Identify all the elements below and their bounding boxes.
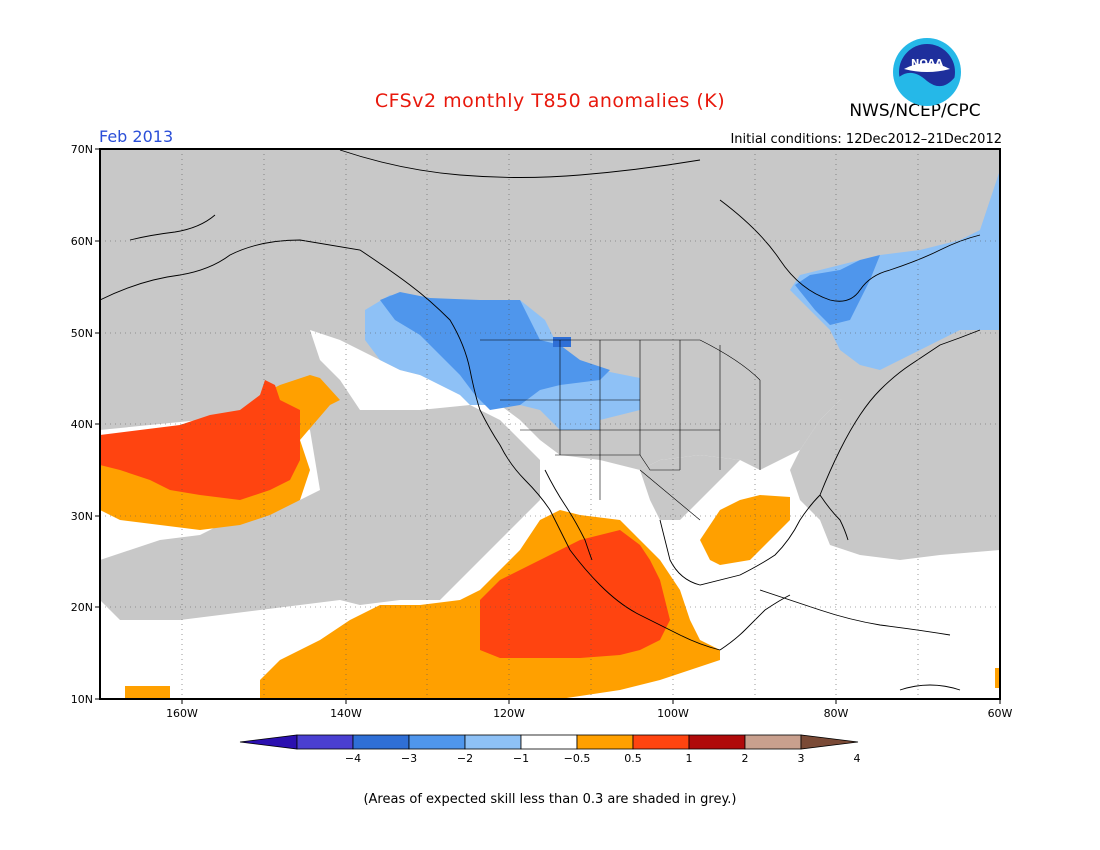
colorbar-box [464,734,522,750]
lat-label: 20N [71,601,93,614]
colorbar-tick-label: 3 [798,752,805,765]
initial-conditions: Initial conditions: 12Dec2012–21Dec2012 [730,132,1002,147]
colorbar-tick-label: −2 [457,752,473,765]
colorbar-box [744,734,802,750]
lon-label: 140W [330,707,362,720]
political-borders [480,339,761,521]
lon-label: 120W [493,707,525,720]
lon-label: 160W [166,707,198,720]
lon-label: 60W [988,707,1013,720]
colorbar-tick-label: −0.5 [564,752,591,765]
lat-label: 40N [71,418,93,431]
colorbar-tick-label: −3 [401,752,417,765]
colorbar-box [576,734,634,750]
colorbar-arrow-low [239,734,298,750]
lon-label: 80W [824,707,849,720]
colorbar-tick-label: 2 [742,752,749,765]
lat-label: 10N [71,693,93,706]
colorbar-tick-label: −1 [513,752,529,765]
anomaly-dark-blue [553,337,571,347]
colorbar-box [632,734,690,750]
colorbar-arrow-high [800,734,859,750]
agency-label: NWS/NCEP/CPC [849,101,981,121]
colorbar-box [296,734,354,750]
colorbar-box [352,734,410,750]
skill-footnote: (Areas of expected skill less than 0.3 a… [363,792,737,807]
forecast-month: Feb 2013 [99,127,174,146]
colorbar-tick-label: 1 [686,752,693,765]
lat-label: 70N [71,143,93,156]
graticule [100,149,1000,699]
colorbar-box [408,734,466,750]
lon-label: 100W [657,707,689,720]
colorbar-tick-label: −4 [345,752,361,765]
lat-label: 30N [71,510,93,523]
colorbar-box [520,734,578,750]
tick-marks [95,148,1001,704]
map-title: CFSv2 monthly T850 anomalies (K) [374,90,726,112]
lon-labels: 160W 140W 120W 100W 80W 60W [166,707,1012,720]
logo-text: NOAA [911,58,943,69]
anomaly-medium-blue [380,255,880,410]
colorbar-tick-label: 4 [854,752,861,765]
lat-labels: 70N 60N 50N 40N 30N 20N 10N [71,143,93,706]
low-skill-shading [100,149,1000,620]
noaa-logo: NOAA [893,38,961,106]
colorbar-box [688,734,746,750]
lat-label: 60N [71,235,93,248]
colorbar-tick-label: 0.5 [624,752,642,765]
lat-label: 50N [71,327,93,340]
anomaly-red [100,380,670,658]
coastlines [100,149,981,691]
